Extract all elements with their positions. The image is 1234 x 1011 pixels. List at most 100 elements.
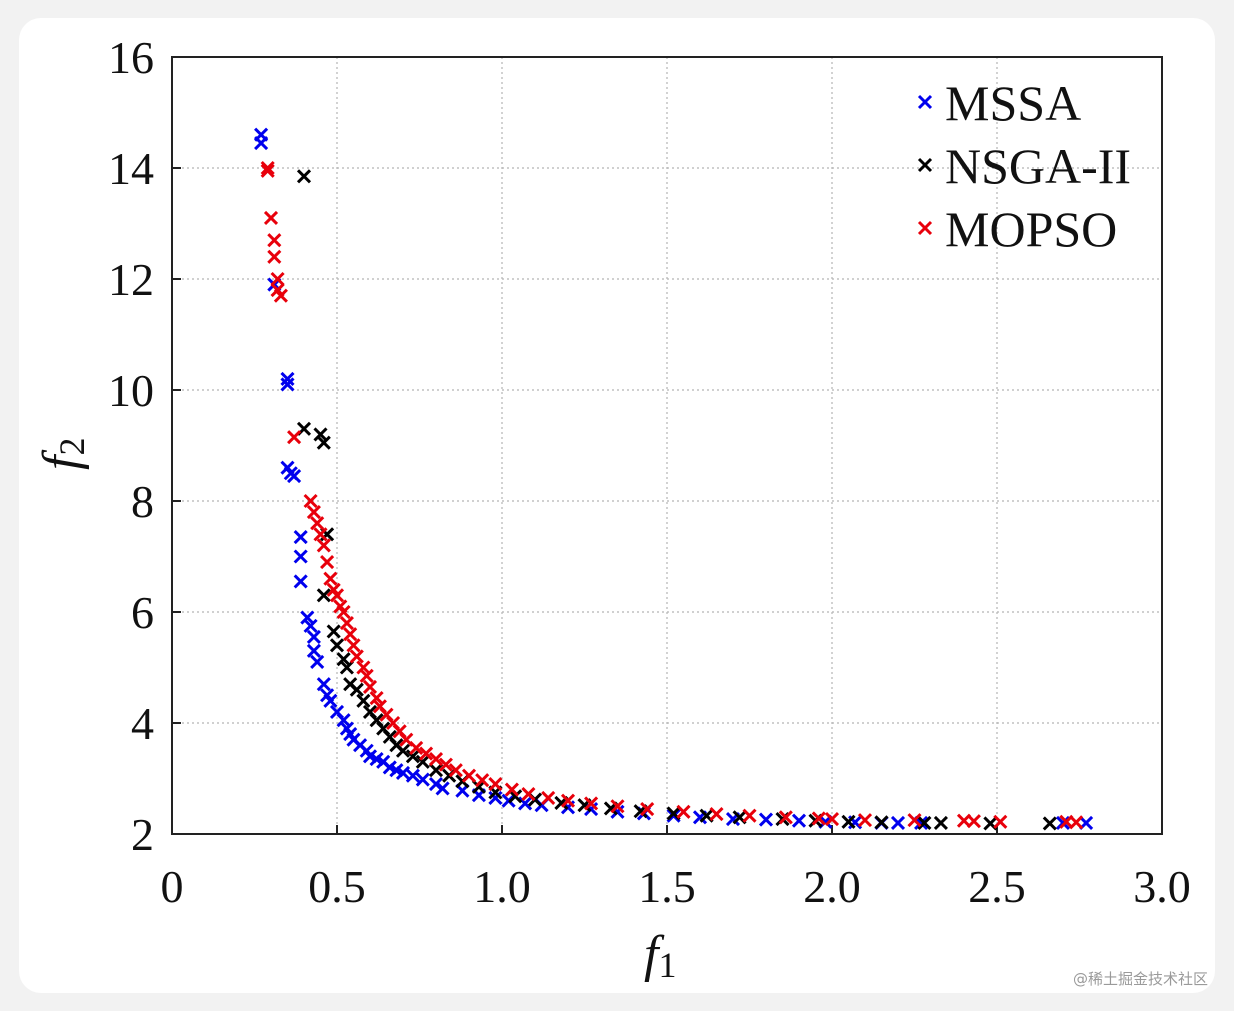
data-point <box>359 668 374 683</box>
chart-card <box>19 18 1215 993</box>
series-nsga-ii <box>296 169 1057 831</box>
axis-labels: f1 f2 <box>33 438 676 985</box>
data-point <box>313 527 328 542</box>
data-point <box>260 160 275 176</box>
y-tick-label: 16 <box>108 32 154 83</box>
data-point <box>488 790 503 805</box>
data-point <box>336 652 351 667</box>
data-point <box>267 249 282 264</box>
y-tick-label: 6 <box>131 587 154 638</box>
data-point <box>316 588 331 603</box>
x-tick-label: 3.0 <box>1133 861 1191 912</box>
data-point <box>742 808 757 823</box>
data-point <box>356 660 371 675</box>
data-point <box>874 815 889 830</box>
legend-marker <box>917 157 933 173</box>
data-points <box>254 127 1094 831</box>
legend-label: MOPSO <box>945 201 1117 257</box>
y-tick-label: 12 <box>108 254 154 305</box>
data-point <box>273 288 288 303</box>
data-point <box>339 660 354 675</box>
y-axis-label: f2 <box>33 438 92 470</box>
data-point <box>336 604 351 620</box>
data-point <box>709 806 724 822</box>
data-point <box>461 768 477 783</box>
data-point <box>488 776 503 792</box>
data-point <box>1042 816 1057 831</box>
y-tick-label: 2 <box>131 809 154 860</box>
data-point <box>306 643 321 658</box>
data-point <box>356 693 371 708</box>
x-tick-label: 0.5 <box>308 861 366 912</box>
data-point <box>758 812 774 827</box>
data-point <box>369 690 384 706</box>
data-point <box>933 815 948 830</box>
data-point <box>263 210 279 226</box>
data-point <box>966 814 981 829</box>
data-point <box>326 624 341 639</box>
data-point <box>666 808 681 823</box>
data-point <box>857 813 873 828</box>
data-point <box>890 815 906 830</box>
data-point <box>310 516 325 531</box>
data-point <box>349 682 364 697</box>
data-point <box>438 757 453 772</box>
legend-label: MSSA <box>945 75 1081 131</box>
data-point <box>362 679 378 694</box>
legend: MSSA NSGA-II MOPSO <box>917 75 1131 257</box>
data-point <box>640 801 655 817</box>
data-point <box>475 773 490 788</box>
data-point <box>293 574 308 589</box>
data-point <box>329 588 345 603</box>
data-point <box>316 538 331 553</box>
data-point <box>541 790 556 805</box>
y-axis-label-subscript: 2 <box>52 438 92 456</box>
data-point <box>303 618 318 633</box>
data-point <box>676 804 691 819</box>
axes <box>171 56 1163 835</box>
data-point <box>313 427 328 442</box>
data-point <box>428 776 444 792</box>
legend-marker <box>917 220 933 236</box>
x-axis-label: f1 <box>644 926 676 985</box>
data-point <box>320 554 335 570</box>
tick-labels: 0 0.5 1.0 1.5 2.0 2.5 3.0 2 4 6 8 10 12 14 16 <box>108 32 1191 912</box>
legend-label: NSGA-II <box>945 138 1131 194</box>
data-point <box>584 801 599 817</box>
data-point <box>293 549 308 564</box>
data-point <box>306 505 321 520</box>
y-tick-label: 14 <box>108 143 154 194</box>
data-point <box>435 781 450 796</box>
legend-marker <box>917 94 933 110</box>
x-tick-label: 2.0 <box>803 861 861 912</box>
data-point <box>287 468 302 484</box>
data-point <box>824 811 840 827</box>
data-point <box>316 435 331 450</box>
data-point <box>287 430 302 445</box>
data-point <box>303 493 318 509</box>
data-point <box>560 793 576 808</box>
data-point <box>841 814 856 829</box>
y-tick-label: 10 <box>108 365 154 416</box>
data-point <box>1055 815 1071 830</box>
data-point <box>270 271 285 287</box>
series-mopso <box>260 160 1084 830</box>
x-tick-label: 1.0 <box>473 861 531 912</box>
data-point <box>405 768 420 783</box>
data-point <box>778 810 793 825</box>
data-point <box>339 616 354 631</box>
data-point <box>254 135 269 151</box>
y-tick-label: 8 <box>131 476 154 527</box>
data-point <box>300 610 315 625</box>
data-point <box>343 627 358 642</box>
data-point <box>1069 815 1084 830</box>
data-point <box>518 796 533 811</box>
data-point <box>415 754 430 769</box>
data-point <box>336 713 351 728</box>
y-tick-label: 4 <box>131 698 154 749</box>
data-point <box>415 772 430 787</box>
data-point <box>260 163 275 178</box>
data-point <box>310 654 325 670</box>
data-point <box>346 638 361 653</box>
data-point <box>293 530 308 545</box>
